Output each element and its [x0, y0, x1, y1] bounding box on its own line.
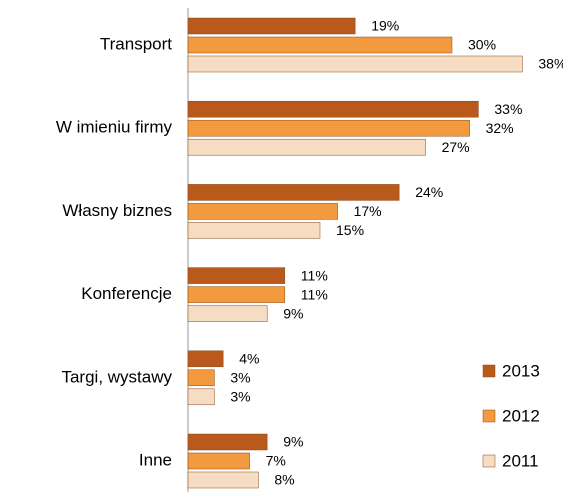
- bar: [187, 286, 286, 303]
- value-label: 17%: [354, 203, 382, 219]
- bar: [187, 433, 268, 451]
- value-label: 11%: [301, 267, 328, 283]
- category-label: W imieniu firmy: [56, 118, 173, 137]
- value-label: 15%: [336, 222, 364, 238]
- bar: [187, 267, 286, 284]
- value-label: 7%: [266, 453, 286, 469]
- bar: [187, 222, 321, 239]
- category-label: Targi, wystawy: [61, 367, 172, 386]
- value-label: 11%: [301, 286, 328, 302]
- bar: [187, 55, 523, 73]
- bar: [187, 17, 356, 35]
- category-label: Konferencje: [81, 284, 172, 303]
- value-label: 9%: [283, 305, 303, 321]
- value-label: 24%: [415, 184, 443, 200]
- value-label: 19%: [371, 18, 399, 34]
- bar: [187, 184, 400, 201]
- legend-label: 2012: [502, 406, 540, 425]
- bar: [187, 203, 338, 220]
- bar: [187, 119, 470, 137]
- bar: [187, 138, 426, 156]
- value-label: 9%: [283, 434, 303, 450]
- legend-label: 2013: [502, 361, 540, 380]
- bar: [187, 369, 215, 387]
- category-label: Transport: [100, 34, 172, 53]
- bar: [187, 471, 259, 489]
- value-label: 38%: [538, 56, 563, 72]
- bar: [187, 350, 224, 368]
- legend-label: 2011: [502, 451, 539, 470]
- value-label: 27%: [442, 139, 470, 155]
- legend-swatch: [482, 364, 496, 378]
- category-label: Inne: [139, 450, 172, 469]
- value-label: 30%: [468, 37, 496, 53]
- value-label: 33%: [494, 101, 522, 117]
- bar: [187, 36, 453, 54]
- value-label: 3%: [230, 370, 250, 386]
- legend-swatch: [482, 409, 496, 423]
- bar: [187, 305, 268, 322]
- value-label: 8%: [274, 472, 294, 488]
- value-label: 32%: [486, 120, 514, 136]
- category-label: Własny biznes: [62, 201, 172, 220]
- bar: [187, 100, 479, 118]
- legend-swatch: [482, 454, 496, 468]
- value-label: 4%: [239, 351, 259, 367]
- bar: [187, 452, 250, 470]
- bar: [187, 388, 215, 406]
- value-label: 3%: [230, 389, 250, 405]
